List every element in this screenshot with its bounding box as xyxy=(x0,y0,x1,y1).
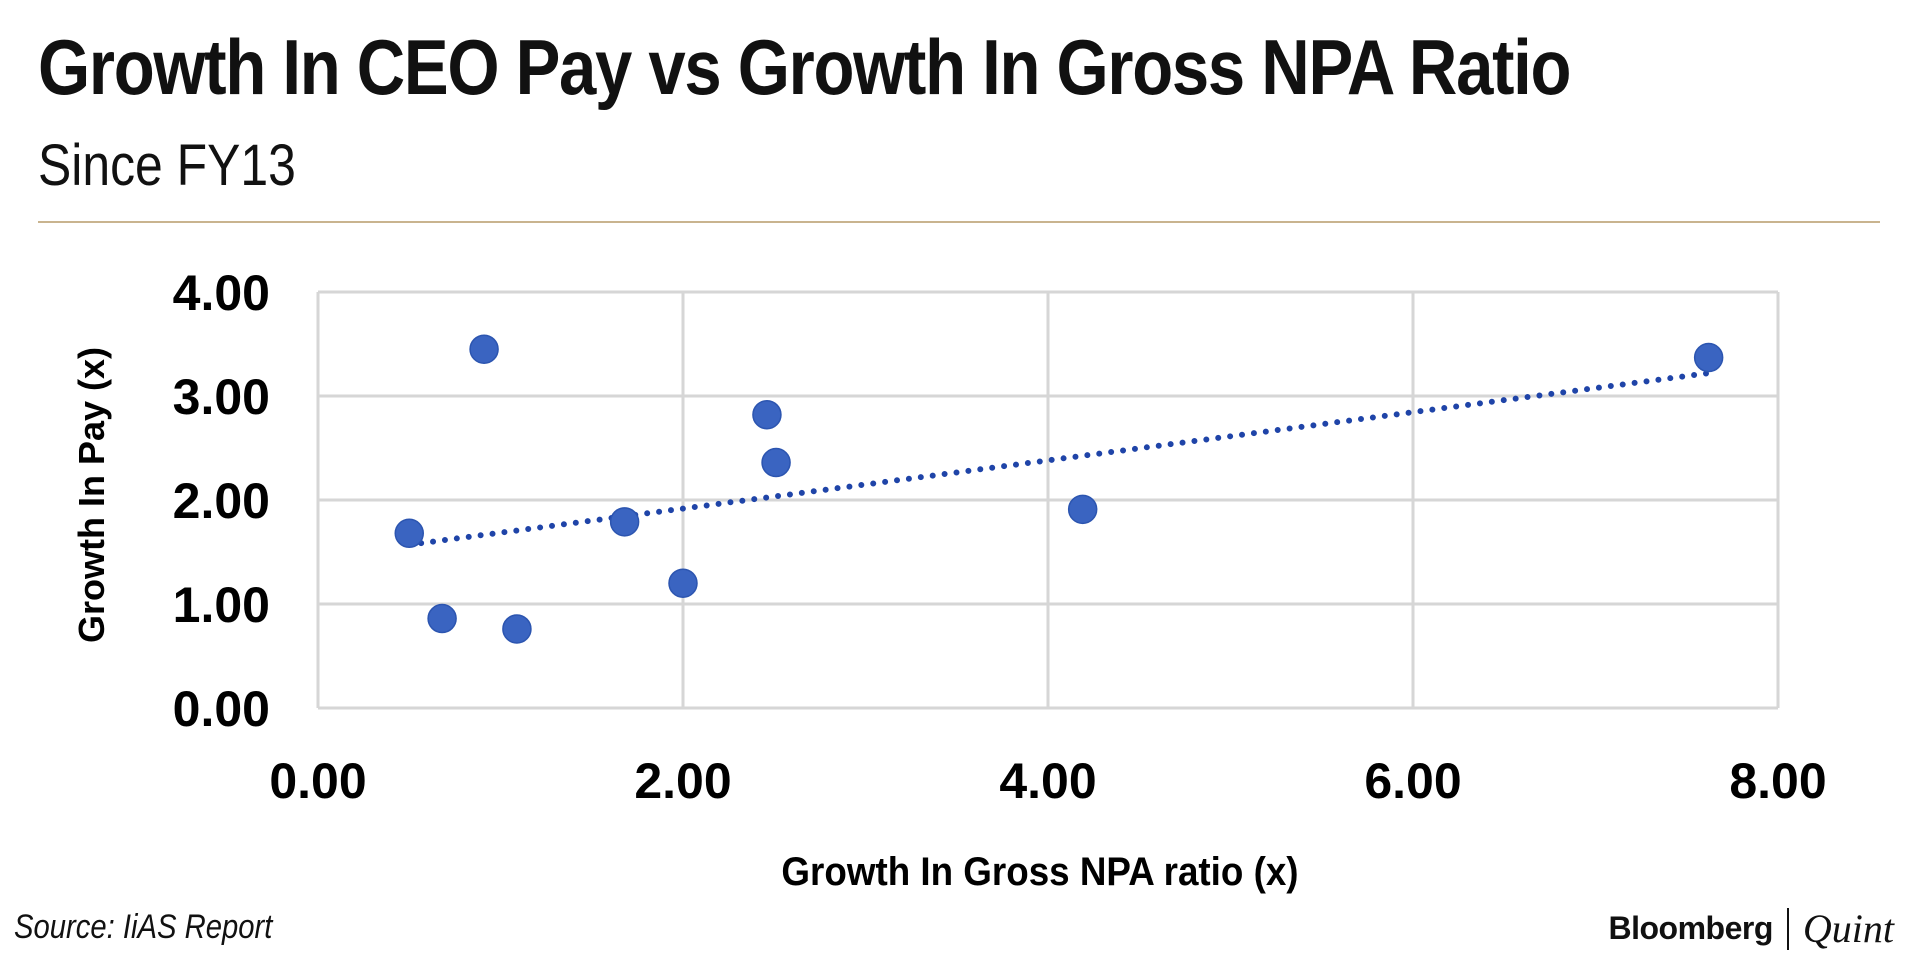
data-point xyxy=(1067,494,1098,525)
data-points xyxy=(394,334,1724,644)
trendline xyxy=(406,370,1712,548)
brand-logo: Bloomberg Quint xyxy=(1608,905,1894,952)
y-tick-label: 4.00 xyxy=(173,265,270,321)
data-point xyxy=(427,603,457,634)
y-tick-label: 3.00 xyxy=(173,369,270,425)
data-point xyxy=(609,507,640,537)
x-tick-labels: 0.00 2.00 4.00 6.00 8.00 xyxy=(269,753,1826,809)
x-tick-label: 2.00 xyxy=(634,753,731,809)
data-point xyxy=(502,614,532,644)
x-tick-label: 4.00 xyxy=(999,753,1096,809)
chart-title: Growth In CEO Pay vs Growth In Gross NPA… xyxy=(38,23,1571,111)
data-point xyxy=(668,568,698,598)
x-tick-label: 8.00 xyxy=(1729,753,1826,809)
x-axis-label: Growth In Gross NPA ratio (x) xyxy=(781,850,1298,895)
y-axis-label: Growth In Pay (x) xyxy=(71,347,112,643)
data-point xyxy=(469,334,499,364)
brand-primary: Bloomberg xyxy=(1608,910,1773,946)
brand-separator xyxy=(1786,907,1789,950)
y-tick-labels: 0.00 1.00 2.00 3.00 4.00 xyxy=(173,265,270,737)
y-tick-label: 1.00 xyxy=(173,577,270,633)
data-point xyxy=(394,518,424,549)
data-point xyxy=(761,447,791,478)
data-point xyxy=(1693,342,1724,373)
y-tick-label: 2.00 xyxy=(173,473,270,529)
x-tick-label: 6.00 xyxy=(1364,753,1461,809)
trendline-group xyxy=(406,370,1712,548)
data-point xyxy=(752,399,782,430)
header-divider xyxy=(38,221,1880,223)
chart-subtitle: Since FY13 xyxy=(38,133,296,198)
brand-secondary: Quint xyxy=(1802,906,1894,951)
x-tick-label: 0.00 xyxy=(269,753,366,809)
grid-lines xyxy=(316,290,1780,710)
scatter-chart: 0.00 1.00 2.00 3.00 4.00 0.00 2.00 4.00 6.00 8.0… xyxy=(71,265,1827,895)
y-tick-label: 0.00 xyxy=(173,681,270,737)
source-note: Source: IiAS Report xyxy=(14,908,273,946)
